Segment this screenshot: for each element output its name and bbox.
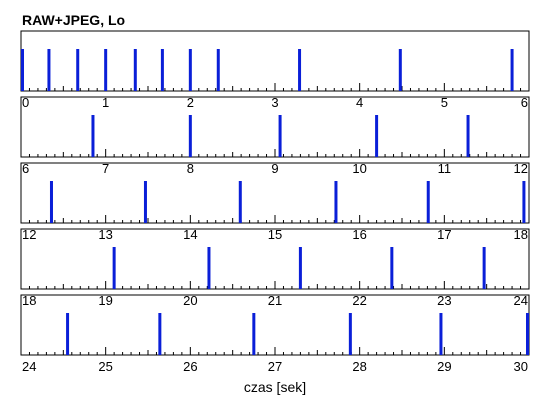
x-tick-label: 8: [187, 161, 194, 176]
x-tick-label: 22: [352, 293, 366, 308]
x-tick-label: 23: [437, 293, 451, 308]
x-tick-label: 6: [521, 95, 528, 110]
x-tick-label: 20: [183, 293, 197, 308]
x-tick-label: 6: [22, 161, 29, 176]
event-marker: [522, 181, 526, 223]
panel-3: 18 19 20 21 22 23 24: [20, 228, 530, 308]
event-marker: [160, 49, 164, 91]
x-tick-label: 25: [98, 359, 112, 374]
event-marker: [298, 247, 302, 289]
x-tick-label: 14: [183, 227, 197, 242]
x-tick-label: 16: [352, 227, 366, 242]
x-tick-label: 29: [437, 359, 451, 374]
panel-2: 12 13 14 15 16 17 18: [20, 162, 530, 242]
x-tick-label: 3: [271, 95, 278, 110]
x-axis-label: czas [sek]: [244, 379, 306, 395]
event-marker: [91, 115, 95, 157]
event-marker: [238, 181, 242, 223]
event-marker: [482, 247, 486, 289]
x-tick-label: 19: [98, 293, 112, 308]
event-marker: [278, 115, 282, 157]
event-marker: [298, 49, 302, 91]
event-marker: [216, 49, 220, 91]
x-tick-label: 7: [102, 161, 109, 176]
x-tick-label: 11: [438, 161, 452, 176]
x-tick-label: 12: [22, 227, 36, 242]
chart-title: RAW+JPEG, Lo: [22, 12, 125, 28]
x-tick-label: 24: [22, 359, 36, 374]
x-tick-label: 18: [514, 227, 528, 242]
event-marker: [526, 313, 529, 355]
event-marker: [439, 313, 443, 355]
panel-frame: [20, 30, 530, 92]
event-marker: [21, 49, 24, 91]
x-tick-label: 0: [22, 95, 29, 110]
event-marker: [47, 49, 51, 91]
event-marker: [158, 313, 162, 355]
panel-1: 6 7 8 9 10 11 12: [20, 96, 530, 176]
event-marker: [112, 247, 116, 289]
x-tick-label: 1: [102, 95, 109, 110]
panel-0: 0 1 2 3 4 5 6: [20, 30, 530, 110]
event-marker: [252, 313, 256, 355]
x-tick-label: 9: [271, 161, 278, 176]
event-marker: [466, 115, 470, 157]
event-marker: [76, 49, 80, 91]
x-tick-label: 21: [268, 293, 282, 308]
event-marker: [510, 49, 514, 91]
x-tick-label: 26: [183, 359, 197, 374]
x-tick-label: 5: [441, 95, 448, 110]
x-tick-label: 24: [514, 293, 528, 308]
event-marker: [426, 181, 430, 223]
event-marker: [375, 115, 379, 157]
event-marker: [334, 181, 338, 223]
event-marker: [398, 49, 402, 91]
x-tick-label: 2: [187, 95, 194, 110]
x-tick-label: 4: [356, 95, 363, 110]
event-marker: [133, 49, 137, 91]
event-marker: [104, 49, 108, 91]
x-tick-label: 15: [268, 227, 282, 242]
x-tick-label: 17: [437, 227, 451, 242]
event-marker: [66, 313, 70, 355]
event-marker: [143, 181, 147, 223]
event-marker: [390, 247, 394, 289]
event-marker: [188, 49, 192, 91]
x-tick-label: 30: [514, 359, 528, 374]
x-tick-label: 28: [352, 359, 366, 374]
x-tick-label: 18: [22, 293, 36, 308]
x-tick-label: 12: [514, 161, 528, 176]
event-marker: [348, 313, 352, 355]
panel-4: 24 25 26 27 28 29 30: [20, 294, 530, 374]
event-marker: [207, 247, 211, 289]
x-tick-label: 13: [98, 227, 112, 242]
event-marker: [49, 181, 53, 223]
x-tick-label: 10: [352, 161, 366, 176]
event-marker: [188, 115, 192, 157]
x-tick-label: 27: [268, 359, 282, 374]
